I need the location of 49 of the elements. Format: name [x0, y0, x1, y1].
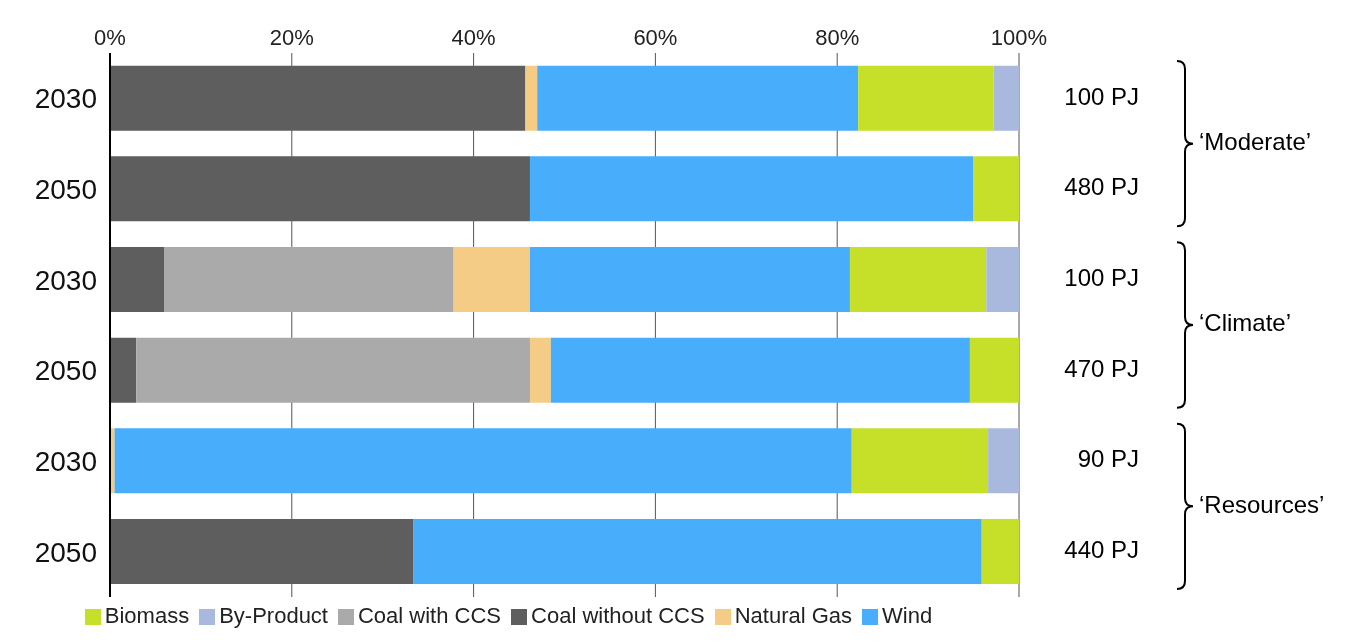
legend-label: Coal with CCS [357, 603, 502, 628]
bar [529, 247, 850, 313]
legend-label: Coal without CCS [531, 603, 705, 628]
x-tick-label: 100% [990, 25, 1048, 50]
legend-label: Wind [882, 603, 933, 628]
text: ‘Resources’ [1199, 490, 1325, 518]
x-tick-label: 60% [633, 25, 678, 50]
bar [529, 337, 551, 403]
text: 90 PJ [1077, 445, 1139, 473]
bar [529, 156, 974, 222]
text: 480 PJ [1064, 173, 1139, 201]
x-tick-label: 40% [451, 25, 496, 50]
y-tick-label: 2030 [34, 83, 97, 115]
x-tick-label: 80% [815, 25, 860, 50]
y-tick-label: 2050 [34, 536, 97, 568]
bar [973, 156, 1019, 222]
bar [988, 428, 1019, 494]
bar [986, 247, 1019, 313]
bar [851, 428, 989, 494]
y-tick-label: 2050 [34, 173, 97, 205]
bar [136, 337, 530, 403]
y-tick-label: 2050 [34, 355, 97, 387]
bar [969, 337, 1019, 403]
bar [110, 337, 137, 403]
bar [525, 65, 538, 131]
bar [993, 65, 1019, 131]
legend-label: By-Product [219, 603, 328, 628]
text: 440 PJ [1064, 536, 1139, 564]
bar [453, 247, 530, 313]
text: 100 PJ [1064, 264, 1139, 292]
text: 100 PJ [1064, 82, 1139, 110]
x-tick-label: 20% [269, 25, 314, 50]
bar [537, 65, 859, 131]
bar [858, 65, 994, 131]
bar [981, 519, 1019, 585]
bar [413, 519, 982, 585]
bar [849, 247, 987, 313]
y-tick-label: 2030 [34, 264, 97, 296]
text: ‘Moderate’ [1199, 128, 1312, 156]
text: 470 PJ [1064, 354, 1139, 382]
legend-label: Biomass [104, 603, 190, 628]
bar [110, 247, 165, 313]
bar [114, 428, 852, 494]
bar [550, 337, 970, 403]
text: ‘Climate’ [1199, 309, 1292, 337]
x-tick-label: 0% [94, 25, 126, 50]
bar [164, 247, 454, 313]
legend-label: Natural Gas [734, 603, 853, 628]
y-tick-label: 2030 [34, 445, 97, 477]
